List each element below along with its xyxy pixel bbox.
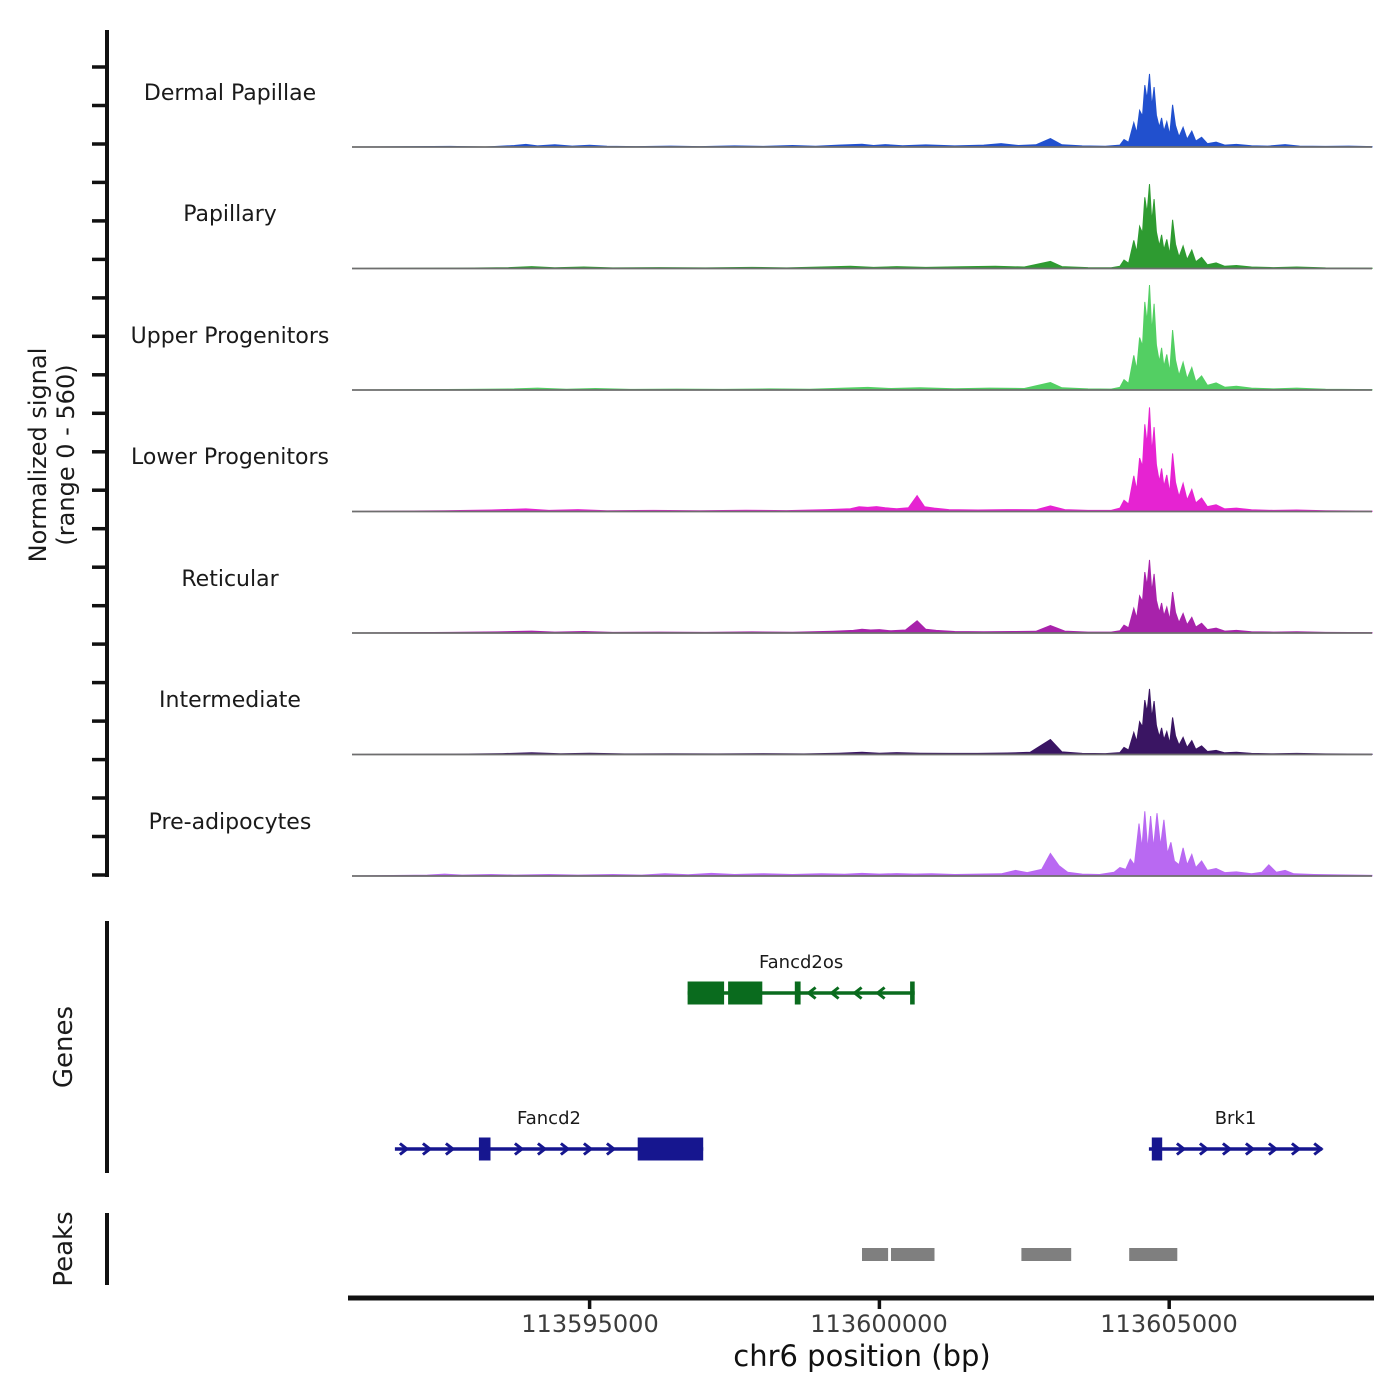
strand-arrow-icon [559, 1142, 571, 1156]
gene-exon [728, 981, 763, 1005]
track-label-pre-adipocytes: Pre-adipocytes [149, 810, 312, 835]
gene-exon [478, 1137, 491, 1161]
peak-region [862, 1248, 889, 1261]
strand-arrow-icon [605, 1142, 617, 1156]
peak-region [1021, 1248, 1072, 1261]
strand-arrow-icon [582, 1142, 594, 1156]
track-label-dermal-papillae: Dermal Papillae [144, 81, 316, 106]
signal-area-dermal-papillae [351, 73, 1373, 148]
gene-exon [910, 981, 915, 1005]
x-axis-title: chr6 position (bp) [733, 1339, 990, 1373]
track-label-papillary: Papillary [183, 202, 277, 227]
strand-arrow-icon [1221, 1142, 1233, 1156]
signal-area-upper-progenitors [351, 284, 1373, 391]
genes-plot: Fancd2os Fancd2 Brk1 [394, 952, 1324, 1161]
track-label-reticular: Reticular [181, 567, 279, 592]
gene-label-brk1: Brk1 [1215, 1108, 1257, 1129]
y-axis-label-line2: (range 0 - 560) [52, 364, 80, 545]
strand-arrow-icon [444, 1142, 456, 1156]
track-labels: Dermal Papillae Papillary Upper Progenit… [131, 81, 330, 835]
x-tick-label-113600000: 113600000 [810, 1310, 947, 1338]
gene-fancd2: Fancd2 [394, 1108, 704, 1161]
strand-arrow-icon [1290, 1142, 1302, 1156]
strand-arrow-icon [398, 1142, 410, 1156]
strand-arrow-icon [852, 986, 863, 1000]
gene-exon [1151, 1137, 1163, 1161]
gene-exon [687, 981, 725, 1005]
strand-arrow-icon [1267, 1142, 1279, 1156]
gene-label-fancd2os: Fancd2os [759, 952, 843, 973]
strand-arrow-icon [829, 986, 840, 1000]
x-tick-label-113595000: 113595000 [521, 1310, 658, 1338]
x-axis-tick-labels: 113595000 113600000 113605000 [521, 1310, 1237, 1338]
gene-brk1: Brk1 [1148, 1108, 1324, 1161]
peak-region [1129, 1248, 1178, 1261]
x-tick-label-113605000: 113605000 [1100, 1310, 1237, 1338]
y-axis-label-line1: Normalized signal [24, 348, 52, 563]
gene-exon [637, 1137, 704, 1161]
strand-arrow-icon [806, 986, 817, 1000]
strand-arrow-icon [513, 1142, 525, 1156]
strand-arrow-icon [1244, 1142, 1256, 1156]
x-axis-ticks [587, 1298, 1171, 1309]
strand-arrow-icon [1198, 1142, 1210, 1156]
signal-area-intermediate [351, 688, 1373, 755]
signal-area-lower-progenitors [351, 407, 1373, 512]
signal-area-pre-adipocytes [351, 811, 1373, 877]
strand-arrow-icon [536, 1142, 548, 1156]
signal-area-papillary [351, 184, 1373, 269]
peak-region [891, 1248, 935, 1261]
strand-arrow-icon [1175, 1142, 1187, 1156]
signal-axis-ticks [92, 65, 106, 877]
signal-area-reticular [351, 559, 1373, 634]
genes-section-label: Genes [49, 1006, 79, 1088]
strand-arrow-icon [875, 986, 886, 1000]
gene-exon [794, 981, 801, 1005]
track-label-lower-progenitors: Lower Progenitors [131, 445, 329, 470]
track-label-intermediate: Intermediate [159, 688, 301, 713]
peaks-section-label: Peaks [49, 1211, 79, 1286]
tracks-plot [351, 73, 1373, 877]
gene-fancd2os: Fancd2os [687, 952, 915, 1005]
peaks-plot [862, 1248, 1178, 1261]
strand-arrow-icon [1313, 1142, 1324, 1156]
track-label-upper-progenitors: Upper Progenitors [131, 324, 330, 349]
gene-label-fancd2: Fancd2 [517, 1108, 581, 1129]
strand-arrow-icon [421, 1142, 433, 1156]
